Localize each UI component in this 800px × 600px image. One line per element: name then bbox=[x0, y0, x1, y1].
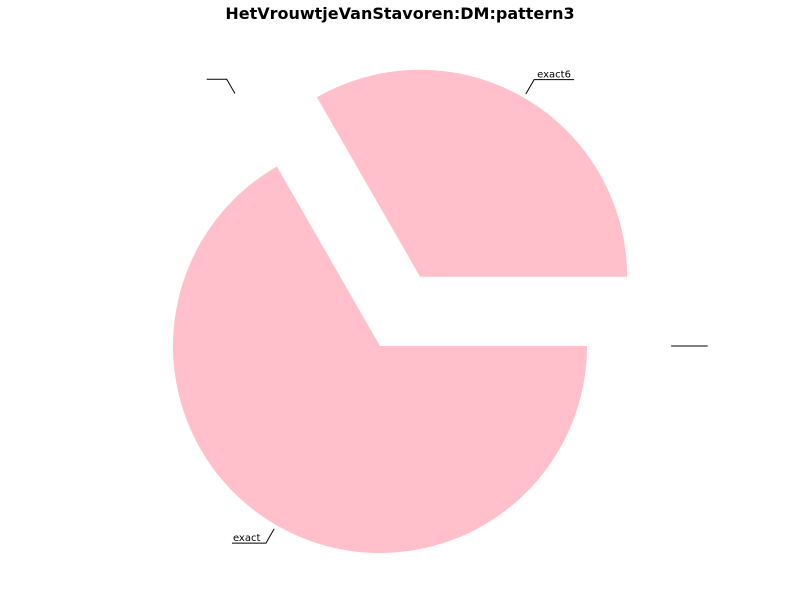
pie-slices bbox=[172, 69, 628, 553]
leader-line bbox=[525, 79, 575, 95]
slice-label: exact6 bbox=[537, 70, 571, 81]
pie-slice-exact bbox=[172, 166, 587, 553]
leader-line bbox=[206, 78, 236, 94]
pie-labels: exact6 exact bbox=[206, 70, 708, 544]
chart-title: HetVrouwtjeVanStavoren:DM:pattern3 bbox=[225, 4, 575, 23]
slice-label: exact bbox=[233, 533, 261, 544]
leader-line bbox=[231, 528, 275, 544]
pie-slice-exact6 bbox=[316, 69, 628, 277]
